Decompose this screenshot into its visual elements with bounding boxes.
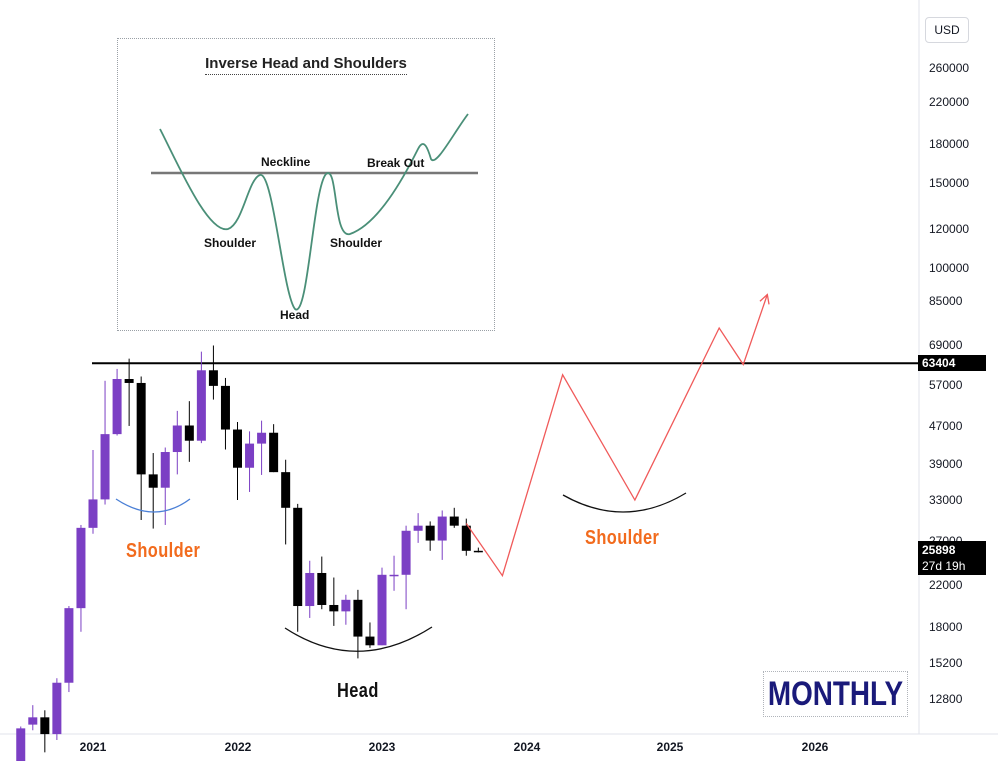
illustration-label-break-out: Break Out — [367, 156, 425, 170]
illustration-curve — [159, 113, 469, 310]
candle[interactable] — [184, 425, 194, 441]
candle[interactable] — [461, 525, 471, 551]
candle[interactable] — [208, 370, 218, 386]
illustration-label-head: Head — [280, 308, 310, 322]
candle[interactable] — [281, 472, 291, 508]
annotation-head[interactable]: Head — [337, 680, 379, 702]
currency-button[interactable]: USD — [925, 17, 969, 43]
illustration-title: Inverse Head and Shoulders — [205, 55, 407, 75]
illustration-label-left-shoulder: Shoulder — [204, 236, 257, 250]
projection-path[interactable] — [465, 294, 768, 578]
candle[interactable] — [401, 530, 411, 575]
candle[interactable] — [233, 429, 242, 468]
price-tick: 12800 — [929, 692, 963, 706]
bar-countdown: 27d 19h — [922, 559, 966, 573]
right-shoulder-arc[interactable] — [562, 492, 687, 513]
candle[interactable] — [305, 572, 315, 607]
candle[interactable] — [64, 608, 74, 683]
timeframe-label-box[interactable]: MONTHLY — [763, 671, 908, 717]
candle[interactable] — [377, 574, 387, 646]
annotation-left-shoulder[interactable]: Shoulder — [126, 540, 201, 562]
price-tick: 47000 — [929, 419, 963, 433]
candle[interactable] — [76, 527, 86, 609]
candle[interactable] — [52, 682, 62, 735]
time-tick: 2026 — [802, 740, 829, 754]
candle[interactable] — [269, 432, 279, 473]
time-tick: 2023 — [369, 740, 396, 754]
price-axis-ticks: 260000 220000 180000 150000 120000 10000… — [929, 61, 969, 706]
candle[interactable] — [196, 370, 206, 441]
price-tick: 57000 — [929, 378, 963, 392]
candle[interactable] — [437, 516, 447, 541]
candle[interactable] — [413, 525, 423, 531]
last-price-tag: 25898 27d 19h — [918, 541, 986, 575]
price-tick: 260000 — [929, 61, 969, 75]
candle[interactable] — [124, 379, 134, 383]
candle[interactable] — [389, 574, 399, 577]
candle[interactable] — [112, 379, 122, 435]
candle[interactable] — [365, 636, 375, 646]
time-tick: 2025 — [657, 740, 684, 754]
price-tick: 18000 — [929, 620, 963, 634]
candle[interactable] — [220, 385, 230, 430]
candle[interactable] — [353, 599, 363, 637]
price-tick: 150000 — [929, 176, 969, 190]
annotation-right-shoulder[interactable]: Shoulder — [585, 527, 660, 549]
candle[interactable] — [293, 507, 303, 607]
price-tick: 85000 — [929, 294, 963, 308]
price-tick: 180000 — [929, 137, 969, 151]
illustration-label-right-shoulder: Shoulder — [330, 236, 383, 250]
candle[interactable] — [341, 599, 351, 612]
price-tick: 100000 — [929, 261, 969, 275]
illustration-label-neckline: Neckline — [261, 155, 311, 169]
candle[interactable] — [257, 432, 267, 444]
time-tick: 2022 — [225, 740, 252, 754]
price-tick: 33000 — [929, 493, 963, 507]
candle[interactable] — [317, 572, 327, 605]
price-tick: 220000 — [929, 95, 969, 109]
projection-arrowhead — [759, 293, 770, 305]
price-tick: 39000 — [929, 457, 963, 471]
price-tick: 120000 — [929, 222, 969, 236]
candle[interactable] — [160, 452, 170, 488]
head-arc[interactable] — [284, 626, 433, 652]
candle[interactable] — [16, 728, 26, 761]
candle[interactable] — [100, 434, 110, 500]
candle[interactable] — [136, 382, 146, 475]
candle[interactable] — [148, 474, 158, 488]
illustration-graphic — [151, 113, 478, 310]
neckline-price-tag: 63404 — [918, 355, 986, 371]
time-axis-ticks: 2021 2022 2023 2024 2025 2026 — [80, 740, 829, 754]
time-tick: 2024 — [514, 740, 541, 754]
last-price-value: 25898 — [922, 543, 956, 557]
candle[interactable] — [329, 604, 339, 612]
candle[interactable] — [88, 499, 98, 528]
price-tick: 69000 — [929, 338, 963, 352]
candle[interactable] — [425, 525, 435, 541]
timeframe-label: MONTHLY — [767, 674, 904, 713]
candle[interactable] — [473, 550, 483, 553]
candles-layer — [16, 345, 483, 761]
price-tick: 22000 — [929, 578, 963, 592]
time-tick: 2021 — [80, 740, 107, 754]
candle[interactable] — [449, 516, 459, 526]
candle[interactable] — [28, 717, 38, 725]
pattern-illustration: Inverse Head and Shoulders Neckline Brea… — [117, 38, 495, 331]
price-tick: 15200 — [929, 656, 963, 670]
candle[interactable] — [172, 425, 182, 453]
candle[interactable] — [40, 717, 50, 735]
left-shoulder-arc[interactable] — [115, 498, 191, 513]
candle[interactable] — [245, 443, 255, 468]
